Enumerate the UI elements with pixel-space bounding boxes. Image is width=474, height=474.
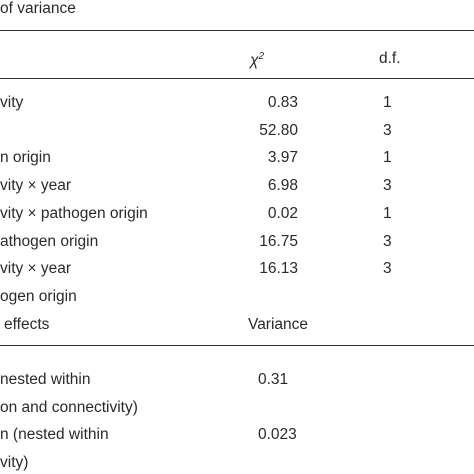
row-label: vity × year — [0, 177, 72, 195]
row-label: n (nested within — [0, 426, 109, 444]
df-value: 3 — [383, 177, 392, 195]
df-value: 1 — [383, 204, 392, 222]
caption: of variance — [0, 0, 76, 17]
chi2-value: 16.13 — [259, 260, 298, 278]
chi2-value: 0.02 — [267, 204, 298, 222]
rule — [0, 345, 474, 346]
chi2-value: 0.83 — [267, 94, 298, 111]
df-value: 3 — [383, 232, 392, 250]
row-label: on and connectivity) — [0, 398, 138, 416]
df-value: 3 — [383, 260, 392, 278]
chi-superscript: 2 — [258, 51, 265, 62]
rule — [0, 30, 474, 31]
chi2-value: 3.97 — [267, 149, 298, 167]
random-label: effects — [4, 316, 50, 333]
row-label: vity × year — [0, 260, 72, 278]
rule — [0, 78, 474, 79]
row-label: vity — [0, 94, 24, 111]
df-value: 1 — [383, 94, 392, 111]
row-label: n origin — [0, 149, 51, 167]
df-value: 1 — [383, 149, 392, 167]
variance-value: 0.31 — [258, 371, 289, 388]
df-value: 3 — [383, 121, 392, 139]
variance-header: Variance — [248, 316, 309, 333]
variance-value: 0.023 — [258, 426, 297, 444]
chi2-value: 16.75 — [259, 232, 298, 250]
chi2-value: 6.98 — [267, 177, 298, 195]
row-label: vity) — [0, 454, 29, 472]
row-label: vity × pathogen origin — [0, 204, 148, 222]
chi2-value: 52.80 — [259, 121, 298, 139]
row-label: nested within — [0, 371, 91, 388]
row-label: athogen origin — [0, 232, 99, 250]
row-label: ogen origin — [0, 287, 77, 305]
df-header: d.f. — [379, 50, 401, 67]
chi-symbol: χ — [250, 52, 259, 70]
chi-header: χ2 — [250, 48, 264, 70]
